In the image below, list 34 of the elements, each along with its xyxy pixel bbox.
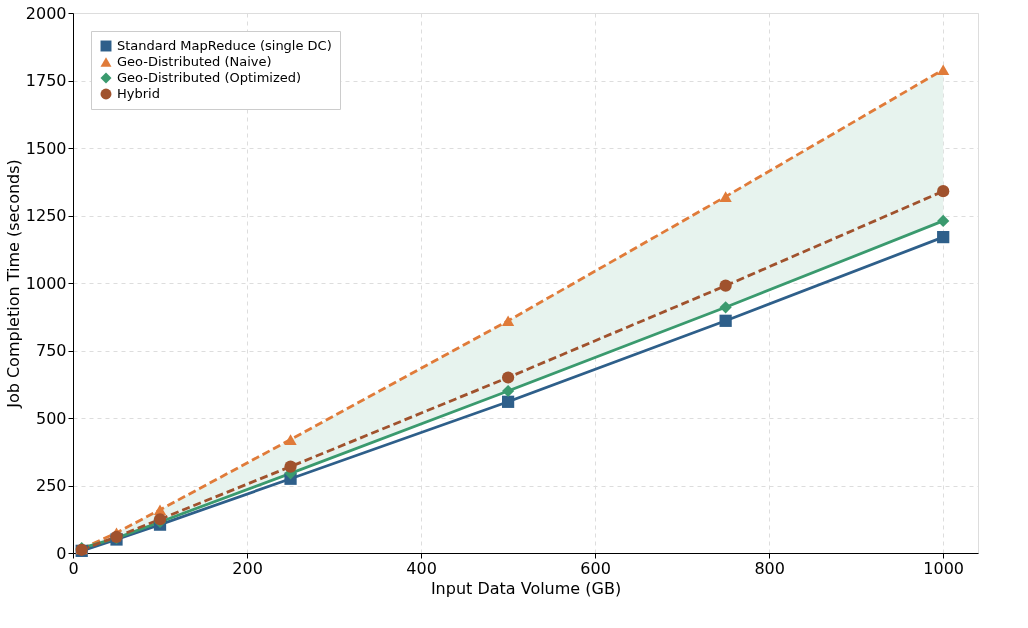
y-axis-title: Job Completion Time (seconds) bbox=[3, 159, 23, 409]
point bbox=[501, 395, 515, 408]
point bbox=[937, 214, 950, 228]
y-tick-label: 1250 bbox=[25, 206, 67, 225]
y-tick-label: 1000 bbox=[25, 273, 67, 293]
point bbox=[719, 279, 732, 292]
y-tick-label: 500 bbox=[35, 408, 67, 428]
legend-label: Standard MapReduce (single DC) bbox=[117, 38, 332, 53]
point bbox=[719, 314, 732, 327]
point bbox=[937, 230, 950, 244]
legend-label: Hybrid bbox=[117, 86, 160, 101]
x-tick-label: 200 bbox=[232, 558, 263, 578]
point bbox=[501, 315, 515, 327]
y-tick-label: 1500 bbox=[25, 138, 67, 158]
point bbox=[501, 384, 515, 398]
x-tick-label: 400 bbox=[406, 558, 437, 578]
legend-label: Geo-Distributed (Naive) bbox=[117, 54, 272, 69]
x-axis-title: Input Data Volume (GB) bbox=[430, 578, 622, 598]
point bbox=[284, 434, 297, 445]
point bbox=[937, 185, 950, 198]
y-tick-label: 0 bbox=[56, 543, 67, 563]
y-tick-label: 2000 bbox=[25, 3, 67, 23]
y-tick-label: 1750 bbox=[25, 71, 67, 90]
point bbox=[501, 371, 515, 384]
x-tick-label: 600 bbox=[580, 558, 611, 578]
x-tick-label: 800 bbox=[754, 558, 785, 578]
point bbox=[719, 191, 732, 202]
point bbox=[719, 301, 732, 314]
y-tick-label: 250 bbox=[35, 476, 67, 495]
x-tick-label: 1000 bbox=[923, 558, 965, 578]
point bbox=[284, 460, 297, 473]
legend-label: Geo-Distributed (Optimized) bbox=[117, 70, 302, 85]
y-tick-label: 750 bbox=[35, 341, 67, 360]
point bbox=[937, 64, 950, 75]
